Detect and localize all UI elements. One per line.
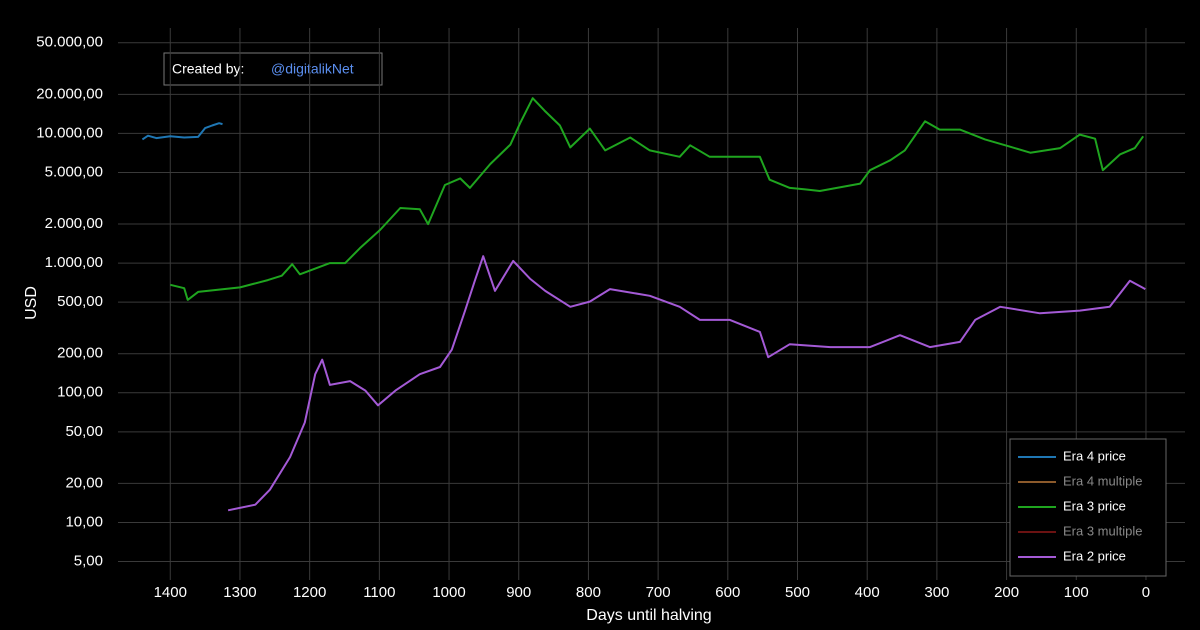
- x-tick-label: 300: [924, 584, 949, 601]
- x-tick-label: 800: [576, 584, 601, 601]
- y-tick-label: 50.000,00: [36, 34, 103, 51]
- y-tick-label: 500,00: [57, 293, 103, 310]
- y-axis-label: USD: [23, 286, 40, 320]
- legend-label[interactable]: Era 3 price: [1063, 498, 1126, 513]
- x-tick-label: 100: [1064, 584, 1089, 601]
- y-tick-label: 2.000,00: [45, 215, 103, 232]
- x-tick-label: 500: [785, 584, 810, 601]
- y-tick-label: 100,00: [57, 384, 103, 401]
- x-tick-label: 1200: [293, 584, 326, 601]
- price-line: [141, 122, 223, 141]
- y-tick-label: 10.000,00: [36, 124, 103, 141]
- y-tick-label: 5.000,00: [45, 163, 103, 180]
- x-tick-label: 600: [715, 584, 740, 601]
- y-tick-label: 20,00: [65, 474, 103, 491]
- annotation-label: Created by:: [172, 61, 244, 77]
- x-tick-label: 1000: [432, 584, 465, 601]
- x-tick-label: 400: [855, 584, 880, 601]
- x-tick-label: 700: [646, 584, 671, 601]
- y-tick-label: 5,00: [74, 552, 103, 569]
- price-line: [170, 97, 1145, 301]
- x-tick-label: 1400: [154, 584, 187, 601]
- annotation-box: [163, 52, 383, 86]
- y-tick-label: 200,00: [57, 345, 103, 362]
- y-tick-label: 20.000,00: [36, 85, 103, 102]
- legend-label[interactable]: Era 4 price: [1063, 448, 1126, 463]
- x-tick-label: 200: [994, 584, 1019, 601]
- y-tick-label: 10,00: [65, 513, 103, 530]
- annotation-handle[interactable]: @digitalikNet: [271, 61, 354, 77]
- x-axis-label: Days until halving: [586, 607, 711, 624]
- x-tick-label: 0: [1142, 584, 1150, 601]
- x-tick-label: 1100: [363, 584, 395, 601]
- legend-label[interactable]: Era 2 price: [1063, 548, 1126, 563]
- price-line: [227, 255, 1146, 512]
- y-tick-label: 50,00: [65, 423, 103, 440]
- legend-label[interactable]: Era 3 multiple: [1063, 523, 1142, 538]
- x-tick-label: 1300: [223, 584, 256, 601]
- x-tick-label: 900: [506, 584, 531, 601]
- y-tick-label: 1.000,00: [45, 254, 103, 271]
- legend-label[interactable]: Era 4 multiple: [1063, 473, 1142, 488]
